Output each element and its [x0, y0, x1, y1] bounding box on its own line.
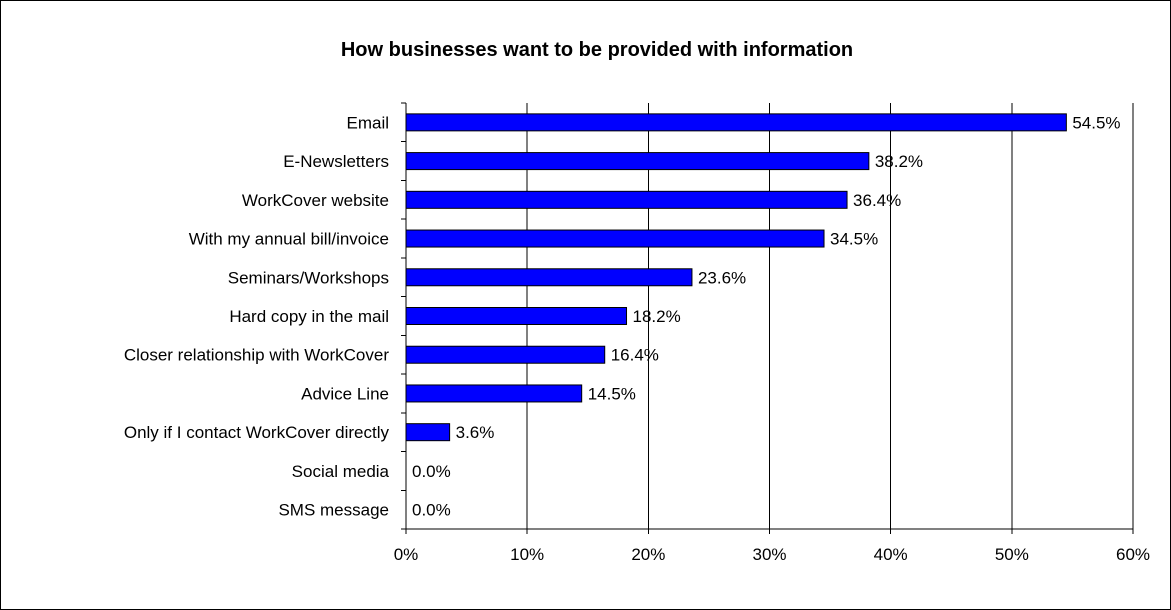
- bar-1: [405, 152, 870, 171]
- bar-5: [405, 307, 628, 325]
- category-label-6: Closer relationship with WorkCover: [124, 346, 390, 365]
- axes: [401, 102, 1134, 534]
- x-tick-labels: 0% 10% 20% 30% 40% 50% 60%: [394, 545, 1150, 564]
- category-label-8: Only if I contact WorkCover directly: [124, 423, 390, 442]
- bar-0: [405, 113, 1067, 132]
- category-label-7: Advice Line: [301, 384, 389, 403]
- x-tick-label-5: 50%: [995, 545, 1029, 564]
- gridlines: [526, 103, 1134, 529]
- data-label-10: 0.0%: [412, 501, 451, 520]
- data-label-4: 23.6%: [698, 268, 746, 287]
- data-label-5: 18.2%: [633, 307, 681, 326]
- category-label-4: Seminars/Workshops: [228, 268, 389, 287]
- data-label-3: 34.5%: [830, 230, 878, 249]
- category-label-9: Social media: [292, 462, 390, 481]
- bar-8: [405, 423, 451, 442]
- data-labels: 54.5% 38.2% 36.4% 34.5% 23.6% 18.2% 16.4% 14.5%…: [412, 113, 1121, 519]
- data-label-8: 3.6%: [456, 423, 495, 442]
- bar-6: [405, 345, 606, 364]
- x-tick-label-3: 30%: [752, 545, 786, 564]
- category-label-5: Hard copy in the mail: [229, 307, 389, 326]
- category-label-2: WorkCover website: [242, 191, 389, 210]
- data-label-7: 14.5%: [588, 384, 636, 403]
- x-tick-label-2: 20%: [631, 545, 665, 564]
- bar-7: [405, 384, 583, 403]
- data-label-9: 0.0%: [412, 462, 451, 481]
- x-tick-label-1: 10%: [510, 545, 544, 564]
- data-label-0: 54.5%: [1072, 113, 1120, 132]
- data-label-1: 38.2%: [875, 152, 923, 171]
- bar-3: [405, 229, 825, 248]
- category-labels: Email E-Newsletters WorkCover website With …: [124, 113, 390, 519]
- x-tick-label-0: 0%: [394, 545, 419, 564]
- x-tick-label-4: 40%: [874, 545, 908, 564]
- x-tick-label-6: 60%: [1116, 545, 1150, 564]
- category-label-0: Email: [346, 113, 389, 132]
- data-label-2: 36.4%: [853, 191, 901, 210]
- chart-title: How businesses want to be provided with …: [341, 39, 853, 61]
- bar-2: [405, 190, 848, 209]
- bar-4: [405, 268, 693, 287]
- category-label-1: E-Newsletters: [283, 152, 389, 171]
- data-label-6: 16.4%: [611, 346, 659, 365]
- category-label-10: SMS message: [278, 501, 389, 520]
- category-label-3: With my annual bill/invoice: [189, 230, 389, 249]
